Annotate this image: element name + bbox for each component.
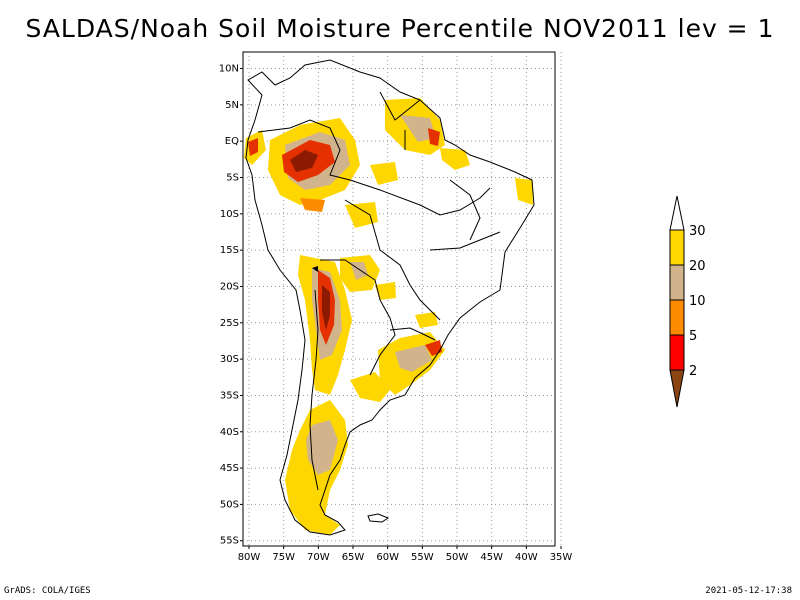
region-buenos-aires — [350, 372, 390, 402]
colorbar-label-2: 2 — [689, 364, 697, 379]
lon-label: 45W — [480, 552, 503, 563]
lat-label: 5S — [226, 173, 239, 184]
colorbar-label-20: 20 — [689, 259, 706, 274]
region-patagonia-tan — [306, 420, 338, 475]
lat-label: 30S — [220, 354, 239, 365]
lon-label: 75W — [272, 552, 295, 563]
lat-label: 20S — [220, 281, 239, 292]
falklands — [367, 513, 390, 523]
region-amazon-mouth — [440, 148, 470, 170]
lon-label: 65W — [342, 552, 365, 563]
footer-timestamp: 2021-05-12-17:38 — [705, 586, 792, 596]
region-guianas-tan — [400, 115, 436, 142]
region-guianas-red — [428, 128, 440, 146]
colorbar-cap-bottom — [669, 369, 685, 408]
colorbar-bin-20-10 — [669, 264, 685, 301]
longitude-labels: 80W 75W 70W 65W 60W 55W 50W 45W 40W 35W — [238, 546, 573, 563]
region-sw-bolivia — [375, 282, 396, 300]
region-ecuador-red — [248, 138, 258, 156]
coastline — [245, 59, 535, 536]
colorbar-bin-30-20 — [669, 229, 685, 266]
lat-label: 40S — [220, 427, 239, 438]
colorbar-label-5: 5 — [689, 329, 697, 344]
lon-label: 50W — [446, 552, 469, 563]
colorbar: 30 20 10 5 2 — [669, 195, 706, 408]
region-central-brazil-2 — [370, 162, 398, 185]
footer-credit: GrADS: COLA/IGES — [4, 586, 91, 596]
lat-label: 15S — [220, 245, 239, 256]
region-brazil-south-red — [425, 340, 442, 356]
lat-label: 5N — [225, 100, 239, 111]
latitude-labels: 10N 5N EQ 5S 10S 15S 20S 25S 30S 35S 40S 45S 50S 55S — [219, 64, 243, 547]
lake-titicaca — [312, 266, 318, 272]
lon-label: 40W — [515, 552, 538, 563]
chart-title: SALDAS/Noah Soil Moisture Percentile NOV… — [25, 14, 775, 43]
lon-label: 80W — [238, 552, 261, 563]
lon-label: 35W — [550, 552, 573, 563]
region-amazon-darkred — [290, 150, 318, 172]
region-amazon-orange — [300, 198, 325, 212]
lat-label: 45S — [220, 463, 239, 474]
region-central-brazil-3 — [415, 312, 438, 328]
region-ne-brazil — [515, 178, 533, 205]
lat-label: 35S — [220, 390, 239, 401]
lon-label: 70W — [307, 552, 330, 563]
grid-lines — [243, 52, 562, 546]
region-uruguay-tan — [395, 345, 432, 372]
lon-label: 55W — [411, 552, 434, 563]
lat-label: 25S — [220, 318, 239, 329]
colorbar-label-10: 10 — [689, 294, 706, 309]
lat-label: 10S — [220, 209, 239, 220]
region-central-brazil-1 — [345, 202, 378, 228]
region-andes-darkred — [322, 285, 330, 330]
lat-label: 10N — [219, 64, 239, 75]
lat-label: 55S — [220, 536, 239, 547]
colorbar-label-30: 30 — [689, 224, 706, 239]
colorbar-bin-5-2 — [669, 334, 685, 371]
colorbar-bin-10-5 — [669, 299, 685, 336]
lat-label: 50S — [220, 499, 239, 510]
lon-label: 60W — [376, 552, 399, 563]
colorbar-cap-top — [669, 195, 685, 231]
percentile-shading — [244, 98, 533, 535]
lat-label: EQ — [225, 136, 239, 147]
